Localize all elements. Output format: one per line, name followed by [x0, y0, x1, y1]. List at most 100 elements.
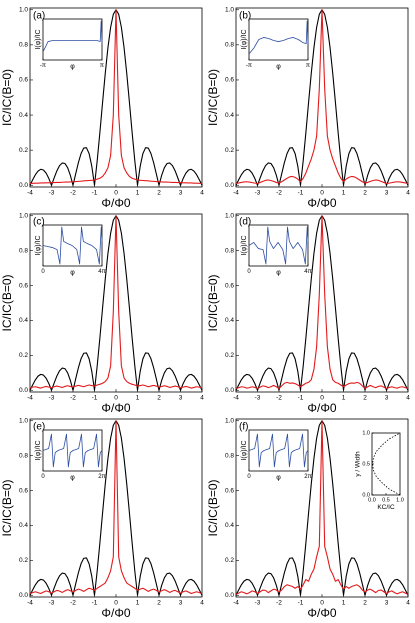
y-tick-label: 0.8	[19, 42, 28, 49]
inset-y-label: I(φ)/IC	[35, 440, 42, 460]
y-tick-label: 0.2	[19, 147, 28, 154]
x-tick-label: 4	[406, 190, 410, 197]
inset-y-label: I(φ)/IC	[241, 235, 248, 255]
x-tick-label: -4	[233, 190, 239, 197]
x-tick-label: -2	[70, 190, 76, 197]
x-tick-label: 3	[179, 190, 183, 197]
x-tick-label: -1	[92, 600, 98, 607]
x-tick-label: 3	[385, 190, 389, 197]
curve	[248, 433, 309, 468]
inset-x-label: φ	[276, 269, 281, 276]
y-tick-label: 0.0	[225, 592, 234, 599]
y-tick-label: 1.0	[19, 212, 28, 219]
x-tick-label: π	[306, 63, 310, 69]
inset-frame	[248, 18, 309, 61]
y-tick-label: 1.0	[19, 6, 28, 13]
y-tick-label: 0.4	[225, 522, 234, 529]
x-tick-label: π	[100, 63, 104, 69]
x-tick-label: -2	[70, 395, 76, 402]
x-axis-label: Φ/Φ0	[101, 196, 130, 210]
x-tick-label: -1	[92, 190, 98, 197]
x-tick-label: 3	[179, 395, 183, 402]
x-tick-label: -4	[27, 600, 33, 607]
panel-label: (f)	[239, 422, 248, 433]
x-tick-label: 1	[136, 395, 140, 402]
y-tick-label: 0.4	[19, 522, 28, 529]
x-axis-label: Φ/Φ0	[307, 401, 336, 415]
x-tick-label: -4	[27, 395, 33, 402]
x-tick-label: -1	[298, 395, 304, 402]
x-tick-label: 4	[406, 395, 410, 402]
x-tick-label: 3	[385, 395, 389, 402]
panel-label: (a)	[33, 11, 45, 22]
curve	[42, 433, 103, 468]
inset-frame	[248, 224, 309, 267]
y-tick-label: 0.6	[225, 487, 234, 494]
x-tick-label: 4	[200, 395, 204, 402]
inset-y-label: y / Width	[355, 451, 362, 477]
y-tick-label: 0.6	[19, 487, 28, 494]
x-tick-label: -2	[276, 600, 282, 607]
y-tick-label: 0.6	[225, 282, 234, 289]
x-tick-label: -2	[70, 600, 76, 607]
inset-x-label: φ	[276, 474, 281, 481]
y-tick-label: 0.0	[362, 492, 370, 498]
y-tick-label: 0.4	[19, 112, 28, 119]
y-tick-label: 1.0	[225, 212, 234, 219]
curve	[235, 9, 409, 185]
y-tick-label: 0.0	[19, 182, 28, 189]
x-tick-label: 0	[41, 474, 45, 480]
x-tick-label: 0	[114, 190, 118, 197]
y-tick-label: 0.8	[19, 452, 28, 459]
inset-x-label: φ	[70, 269, 75, 276]
curve	[372, 432, 401, 496]
y-tick-label: 0.5	[362, 461, 370, 467]
x-tick-label: -π	[40, 63, 46, 69]
x-tick-label: 3	[179, 600, 183, 607]
x-tick-label: 0	[247, 474, 251, 480]
x-tick-label: 1	[342, 190, 346, 197]
inset-y-label: I(φ)/IC	[241, 29, 248, 49]
y-tick-label: 0.2	[225, 557, 234, 564]
x-tick-label: 0	[320, 395, 324, 402]
x-axis-label: Φ/Φ0	[101, 606, 130, 620]
y-tick-label: 0.4	[225, 112, 234, 119]
x-tick-label: 2π	[304, 474, 311, 480]
x-tick-label: 0	[114, 600, 118, 607]
x-axis-label: Φ/Φ0	[307, 606, 336, 620]
x-tick-label: 0	[41, 269, 45, 275]
x-tick-label: 4	[200, 600, 204, 607]
x-tick-label: -3	[255, 600, 261, 607]
x-tick-label: -3	[49, 190, 55, 197]
x-tick-label: -4	[27, 190, 33, 197]
x-axis-label: Φ/Φ0	[307, 196, 336, 210]
y-tick-label: 0.6	[19, 282, 28, 289]
x-tick-label: 4π	[98, 269, 105, 275]
inset-frame	[42, 18, 103, 61]
y-tick-label: 0.8	[225, 42, 234, 49]
x-tick-label: -2	[276, 190, 282, 197]
x-tick-label: -2	[276, 395, 282, 402]
y-tick-label: 0.8	[19, 247, 28, 254]
y-tick-label: 0.2	[225, 352, 234, 359]
x-tick-label: 2π	[98, 474, 105, 480]
x-tick-label: -3	[49, 600, 55, 607]
x-tick-label: 1.0	[396, 497, 404, 503]
x-tick-label: -1	[298, 600, 304, 607]
y-axis-label: IC/IC(B=0)	[0, 69, 14, 126]
curve	[248, 226, 309, 265]
y-tick-label: 1.0	[225, 6, 234, 13]
y-tick-label: 0.8	[225, 452, 234, 459]
y-tick-label: 0.8	[225, 247, 234, 254]
y-axis-label: IC/IC(B=0)	[206, 69, 220, 126]
x-tick-label: 2	[157, 190, 161, 197]
y-axis-label: IC/IC(B=0)	[206, 479, 220, 536]
panel-label: (c)	[33, 217, 45, 228]
x-tick-label: 1	[136, 600, 140, 607]
x-tick-label: 0.0	[368, 497, 376, 503]
inset-y-label: I(φ)/IC	[35, 29, 42, 49]
curve	[42, 226, 103, 265]
y-tick-label: 0.6	[19, 77, 28, 84]
